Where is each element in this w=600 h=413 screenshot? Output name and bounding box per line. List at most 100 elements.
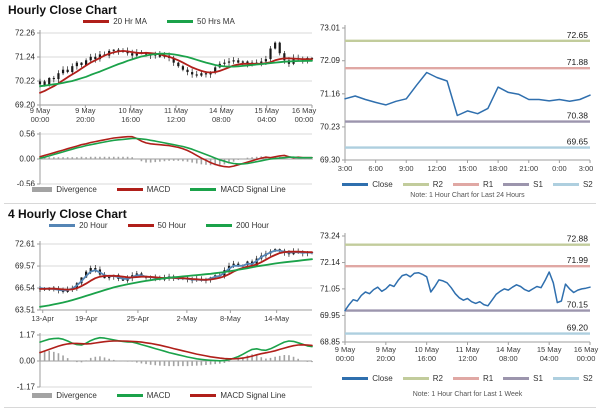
r2-level-label: 72.65 (567, 30, 589, 40)
divergence-bar (232, 159, 235, 162)
y-tick-label: 72.09 (320, 56, 341, 65)
candle-body (66, 69, 69, 73)
divergence-bar (163, 159, 166, 162)
line-swatch-icon (127, 224, 154, 227)
x-tick-label: 00:00 (295, 115, 314, 124)
candle-body (232, 60, 235, 62)
divergence-bar (145, 361, 147, 365)
candle-body (283, 53, 286, 61)
divergence-bar (195, 361, 198, 366)
divergence-bar (136, 159, 138, 160)
x-tick-label: 15 May (537, 345, 562, 354)
x-tick-label: 10 May (118, 106, 143, 115)
candle-body (98, 54, 102, 60)
divergence-bar (306, 159, 309, 160)
x-tick-label: 2-May (176, 314, 197, 323)
x-tick-label: 14 May (496, 345, 521, 354)
divergence-bar (228, 159, 230, 164)
candle-body (191, 72, 194, 75)
candle-body (85, 271, 88, 278)
y-tick-label: 71.24 (15, 53, 36, 62)
divergence-bar (311, 361, 313, 363)
candle-body (144, 53, 148, 55)
x-tick-label: 15 May (254, 106, 279, 115)
divergence-bar (131, 361, 134, 362)
candle-body (57, 73, 60, 80)
y-tick-label: 1.17 (19, 331, 35, 340)
x-tick-label: 9 May (75, 106, 96, 115)
legend-label: S1 (533, 374, 543, 383)
horizontal-divider-bottom (4, 407, 596, 408)
x-tick-label: 13-Apr (31, 314, 54, 323)
candle-body (278, 42, 281, 54)
candle-body (61, 69, 65, 74)
hourly-ma-legend-item-20-hr-ma: 20 Hr MA (83, 17, 147, 26)
candle-body (135, 273, 138, 276)
x-tick-label: 8-May (220, 314, 241, 323)
divergence-bar (255, 355, 258, 361)
legend-label: R1 (482, 180, 494, 189)
legend-label: Divergence (56, 391, 97, 400)
x-tick-label: 9 May (30, 106, 51, 115)
divergence-bar (182, 361, 184, 367)
candle-body (200, 73, 203, 76)
legend-label: R2 (432, 180, 443, 189)
four-hourly-ma-legend-item-50-hour: 50 Hour (127, 221, 186, 230)
weekly-sr-legend-item-s1: S1 (503, 374, 543, 383)
candle-body (223, 62, 226, 64)
divergence-bar (112, 359, 115, 361)
200-hour-line (39, 258, 313, 308)
legend-label: MACD (146, 391, 171, 400)
bar-swatch-icon (32, 187, 53, 192)
hourly-sr-note: Note: 1 Hour Chart for Last 24 Hours (410, 192, 525, 199)
candle-body (260, 61, 263, 64)
macd-signal-line-line (39, 137, 313, 165)
candle-body (108, 276, 111, 279)
legend-label: 50 Hour (157, 221, 186, 230)
x-tick-label: 12:00 (167, 115, 186, 124)
divergence-bar (255, 156, 258, 159)
x-tick-label: 16:00 (417, 354, 436, 363)
x-tick-label: 12:00 (427, 164, 446, 173)
divergence-bar (168, 159, 170, 161)
legend-label: 20 Hour (79, 221, 108, 230)
divergence-bar (48, 350, 51, 361)
close-line (344, 271, 591, 312)
divergence-bar (182, 159, 184, 162)
candle-body (172, 57, 175, 63)
divergence-bar (200, 159, 203, 165)
x-tick-label: 6:00 (368, 164, 383, 173)
candle-body (264, 59, 267, 62)
divergence-bar (117, 156, 120, 159)
divergence-bar (126, 361, 129, 362)
four-hourly-macd-legend-item-divergence: Divergence (32, 391, 97, 400)
hourly-macd-legend-item-divergence: Divergence (32, 185, 97, 194)
hourly-sr-legend-item-s1: S1 (503, 180, 543, 189)
divergence-bar (39, 350, 41, 361)
candle-body (255, 258, 258, 266)
line-swatch-icon (402, 183, 429, 186)
y-tick-label: 71.05 (320, 284, 341, 293)
candle-body (186, 69, 189, 73)
candle-body (80, 62, 83, 65)
divergence-bar (76, 157, 78, 159)
four-hourly-macd-legend-item-macd-signal-line: MACD Signal Line (190, 391, 286, 400)
x-tick-label: 11 May (164, 106, 188, 115)
candle-body (52, 77, 55, 80)
legend-label: 20 Hr MA (113, 17, 147, 26)
divergence-bar (126, 156, 129, 159)
divergence-bar (177, 159, 180, 161)
legend-label: Close (372, 180, 393, 189)
divergence-bar (237, 159, 240, 160)
divergence-bar (159, 361, 161, 366)
y-tick-label: 69.57 (15, 262, 36, 271)
divergence-bar (278, 355, 281, 361)
line-swatch-icon (116, 188, 143, 191)
divergence-bar (43, 157, 46, 159)
x-tick-label: 20:00 (376, 354, 395, 363)
s1-level-label: 70.15 (567, 300, 589, 310)
candle-body (43, 81, 46, 85)
candle-body (38, 81, 42, 85)
